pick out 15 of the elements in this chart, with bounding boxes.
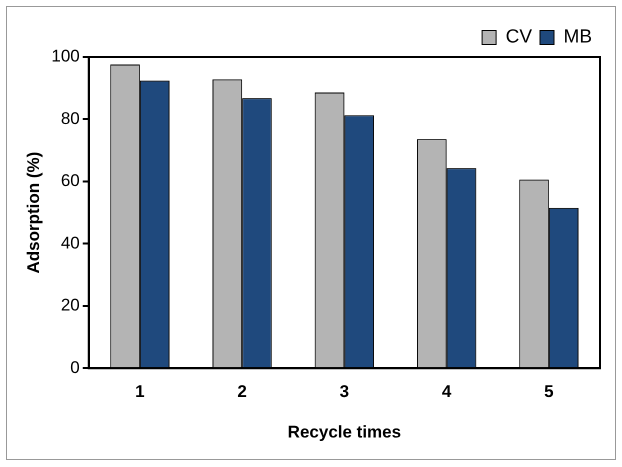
y-tick-label: 60 [60, 171, 80, 190]
y-tick-label: 80 [60, 108, 80, 128]
x-tick-label: 1 [135, 382, 145, 402]
x-tick-label: 4 [442, 382, 452, 402]
y-tick-label: 40 [60, 233, 80, 252]
y-axis-title: Adsorption (%) [24, 152, 43, 274]
x-tick-label: 3 [340, 382, 350, 402]
y-tick-label: 20 [60, 296, 80, 315]
x-axis-title: Recycle times [288, 422, 402, 442]
y-tick-label: 0 [70, 358, 80, 377]
legend-label: MB [564, 26, 592, 48]
x-tick-label: 2 [237, 382, 247, 402]
y-tick-label: 100 [51, 46, 80, 66]
x-tick-label: 5 [544, 382, 554, 402]
legend-label: CV [506, 26, 532, 48]
